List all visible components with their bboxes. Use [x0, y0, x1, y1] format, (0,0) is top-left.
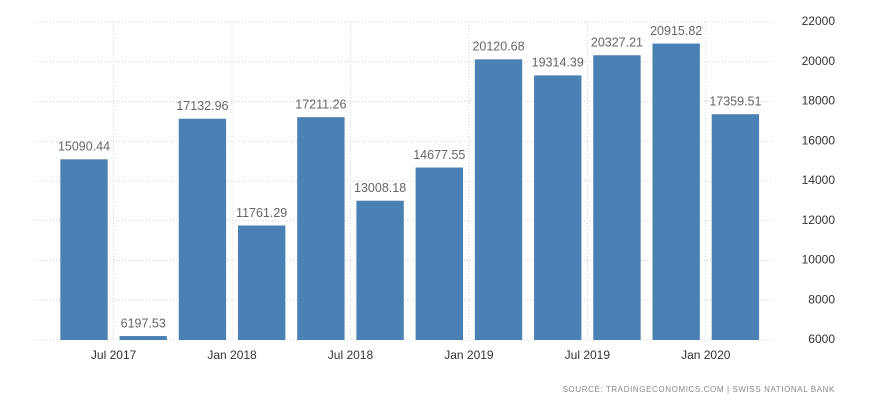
value-label: 17211.26 — [295, 97, 346, 111]
y-tick-label: 16000 — [802, 133, 836, 147]
value-label: 6197.53 — [121, 316, 166, 330]
y-tick-label: 10000 — [802, 253, 836, 267]
value-label: 13008.18 — [354, 181, 406, 195]
source-note: SOURCE: TRADINGECONOMICS.COM | SWISS NAT… — [563, 385, 835, 394]
y-tick-label: 8000 — [808, 292, 835, 306]
bar — [297, 117, 345, 340]
value-label: 11761.29 — [236, 206, 287, 220]
value-label: 20327.21 — [591, 36, 643, 50]
bar — [415, 167, 463, 340]
x-tick-label: Jul 2017 — [91, 348, 137, 362]
y-tick-label: 20000 — [802, 54, 836, 68]
bar — [356, 200, 404, 340]
bar — [474, 59, 523, 340]
y-tick-label: 22000 — [802, 14, 836, 28]
value-label: 19314.39 — [532, 56, 584, 70]
bar — [60, 159, 108, 340]
y-tick-label: 18000 — [802, 94, 836, 108]
bar — [652, 43, 700, 341]
value-label: 20120.68 — [472, 40, 524, 54]
value-label: 15090.44 — [58, 140, 110, 154]
bar — [178, 118, 227, 340]
bar — [237, 225, 286, 340]
value-label: 20915.82 — [650, 24, 702, 38]
y-tick-label: 6000 — [808, 332, 835, 346]
x-tick-label: Jan 2020 — [681, 348, 731, 362]
bar — [534, 75, 582, 340]
bar — [711, 114, 760, 340]
value-label: 14677.55 — [413, 148, 465, 162]
value-label: 17359.51 — [709, 95, 761, 109]
x-tick-label: Jul 2019 — [565, 348, 611, 362]
x-tick-label: Jul 2018 — [328, 348, 374, 362]
bar — [593, 55, 641, 340]
y-tick-label: 12000 — [802, 213, 836, 227]
x-tick-label: Jan 2019 — [444, 348, 494, 362]
value-label: 17132.96 — [176, 99, 228, 113]
x-tick-label: Jan 2018 — [207, 348, 257, 362]
y-tick-label: 14000 — [802, 173, 836, 187]
bar — [119, 336, 167, 340]
